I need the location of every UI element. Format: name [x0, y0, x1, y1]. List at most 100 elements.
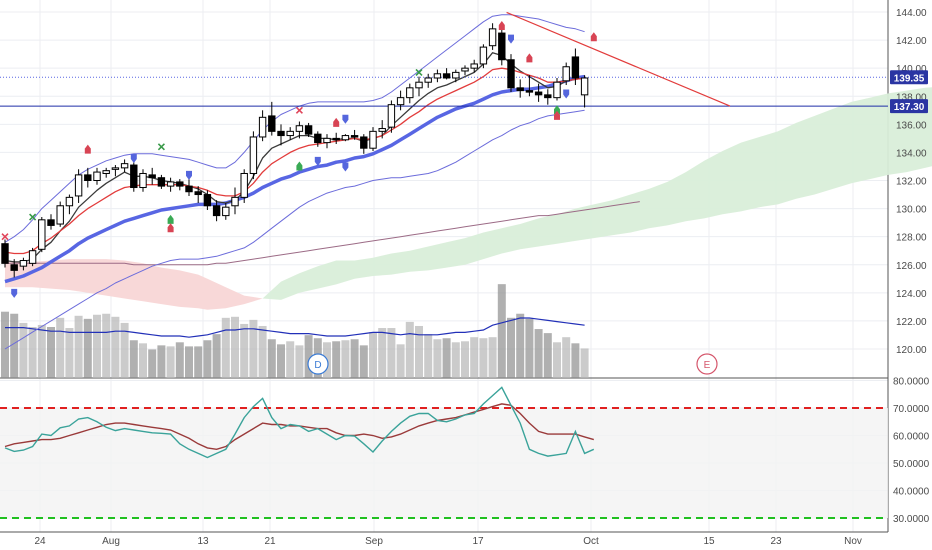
flag-signal-icon	[498, 21, 505, 31]
candle-body[interactable]	[38, 219, 46, 250]
candle-body[interactable]	[433, 73, 442, 79]
cross-signal-icon	[1, 233, 9, 241]
candle-body[interactable]	[130, 164, 138, 189]
candle-body[interactable]	[387, 104, 396, 128]
candle-body[interactable]	[258, 116, 267, 138]
flag-signal-icon	[296, 161, 303, 171]
candle-body[interactable]	[65, 196, 74, 207]
candle-body[interactable]	[525, 90, 534, 93]
candle-body[interactable]	[222, 206, 230, 217]
price-tick-label: 138.00	[896, 92, 927, 103]
candle-body[interactable]	[93, 171, 101, 181]
candle-body[interactable]	[378, 128, 386, 132]
volume-bar	[37, 324, 46, 378]
candle-body[interactable]	[571, 56, 580, 79]
volume-bar	[433, 339, 442, 378]
candle-body[interactable]	[120, 163, 129, 169]
candle-body[interactable]	[231, 196, 239, 207]
candle-body[interactable]	[166, 181, 175, 187]
candle-body[interactable]	[396, 97, 405, 106]
bollinger-upper	[4, 14, 585, 243]
time-tick-label: Sep	[365, 536, 383, 547]
candle-body[interactable]	[56, 205, 64, 225]
candle-body[interactable]	[479, 46, 488, 65]
earnings-event-icon[interactable]: E	[696, 353, 718, 375]
candle-body[interactable]	[194, 191, 202, 196]
candle-body[interactable]	[442, 73, 451, 79]
candle-body[interactable]	[534, 91, 543, 96]
flag-signal-icon	[342, 162, 349, 172]
candle-body[interactable]	[19, 260, 28, 267]
candle-body[interactable]	[341, 135, 350, 141]
candlesticks[interactable]	[1, 23, 589, 278]
candle-body[interactable]	[28, 250, 37, 264]
candle-body[interactable]	[111, 167, 120, 170]
candle-body[interactable]	[203, 194, 212, 207]
candle-body[interactable]	[212, 205, 221, 217]
candle-body[interactable]	[580, 77, 589, 96]
flag-shape	[167, 223, 174, 233]
candle-body[interactable]	[415, 81, 423, 89]
ema-mid-line	[4, 52, 585, 263]
candle-body[interactable]	[461, 67, 469, 72]
candle-body[interactable]	[314, 133, 322, 144]
candle-body[interactable]	[277, 130, 285, 137]
candle-body[interactable]	[553, 81, 561, 99]
flag-shape	[314, 156, 321, 166]
volume-bar	[19, 322, 28, 378]
candle-body[interactable]	[74, 174, 83, 197]
candle-body[interactable]	[488, 28, 497, 47]
candle-body[interactable]	[84, 174, 92, 181]
candle-body[interactable]	[47, 219, 55, 226]
candle-body[interactable]	[424, 77, 432, 83]
candle-body[interactable]	[102, 170, 110, 174]
candle-body[interactable]	[304, 125, 313, 135]
candle-body[interactable]	[332, 137, 340, 141]
candle-body[interactable]	[139, 172, 147, 189]
time-tick-label: Oct	[583, 536, 599, 547]
flag-signal-icon	[167, 223, 174, 233]
candle-body[interactable]	[295, 125, 304, 132]
candle-body[interactable]	[157, 177, 166, 187]
cross-signal-icon	[295, 106, 303, 114]
hline-price-tag-bg	[890, 99, 928, 114]
volume-bar	[267, 339, 276, 378]
candle-body[interactable]	[268, 115, 276, 132]
candle-body[interactable]	[360, 136, 368, 149]
price-tags: 139.35 137.30	[890, 70, 928, 114]
candle-body[interactable]	[249, 136, 258, 174]
ma-long-line	[5, 201, 640, 266]
flag-signal-icon	[314, 156, 321, 166]
candle-body[interactable]	[562, 66, 570, 82]
candle-body[interactable]	[406, 87, 414, 99]
candle-body[interactable]	[10, 264, 18, 271]
candle-body[interactable]	[185, 185, 193, 193]
candle-body[interactable]	[516, 87, 524, 92]
volume-bar	[240, 323, 249, 378]
candle-body[interactable]	[286, 130, 294, 137]
candle-body[interactable]	[507, 59, 515, 89]
event-circle	[307, 353, 329, 375]
candle-body[interactable]	[452, 71, 460, 79]
candle-body[interactable]	[176, 181, 184, 187]
volume-bar	[359, 345, 368, 378]
candle-body[interactable]	[1, 243, 9, 264]
dividend-event-icon[interactable]: D	[307, 353, 329, 375]
candle-body[interactable]	[544, 94, 552, 99]
candle-body[interactable]	[240, 172, 248, 198]
flag-shape	[554, 105, 560, 115]
price-tick-label: 128.00	[896, 233, 927, 244]
candle-body[interactable]	[498, 32, 506, 61]
flag-shape	[342, 114, 349, 124]
volume-bar	[553, 342, 561, 378]
candle-body[interactable]	[470, 63, 478, 69]
candle-body[interactable]	[148, 174, 156, 179]
candle-body[interactable]	[350, 135, 359, 138]
price-tick-label: 132.00	[896, 177, 927, 188]
volume-bar	[461, 341, 469, 378]
candle-body[interactable]	[369, 130, 377, 149]
candle-body[interactable]	[323, 137, 331, 144]
volume-bar	[562, 337, 571, 378]
